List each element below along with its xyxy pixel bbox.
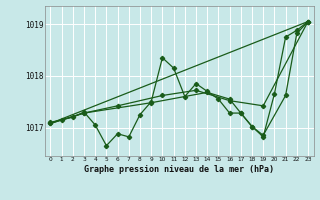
X-axis label: Graphe pression niveau de la mer (hPa): Graphe pression niveau de la mer (hPa) xyxy=(84,165,274,174)
